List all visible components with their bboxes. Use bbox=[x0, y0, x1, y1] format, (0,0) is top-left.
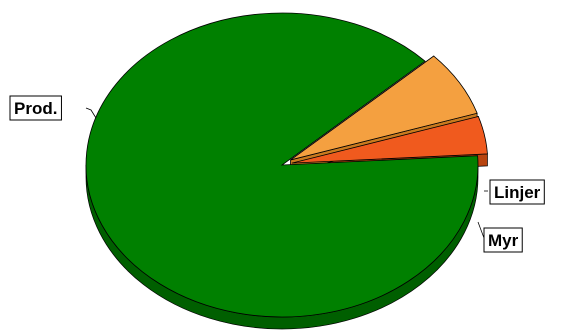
leader-myr bbox=[477, 221, 485, 239]
slice-linjer bbox=[291, 115, 488, 164]
label-linjer-text: Linjer bbox=[494, 183, 541, 202]
label-myr-text: Myr bbox=[488, 231, 519, 250]
label-prod: Prod. bbox=[9, 95, 62, 121]
leader-prod bbox=[85, 107, 97, 119]
label-linjer: Linjer bbox=[489, 179, 545, 205]
slice-myr bbox=[290, 55, 478, 161]
label-leaders bbox=[85, 107, 488, 239]
label-myr: Myr bbox=[483, 227, 523, 253]
label-prod-text: Prod. bbox=[14, 99, 57, 118]
pie-slices bbox=[85, 12, 488, 318]
slice-labels: Prod. Linjer Myr bbox=[9, 95, 545, 253]
slice-prod bbox=[85, 12, 479, 318]
